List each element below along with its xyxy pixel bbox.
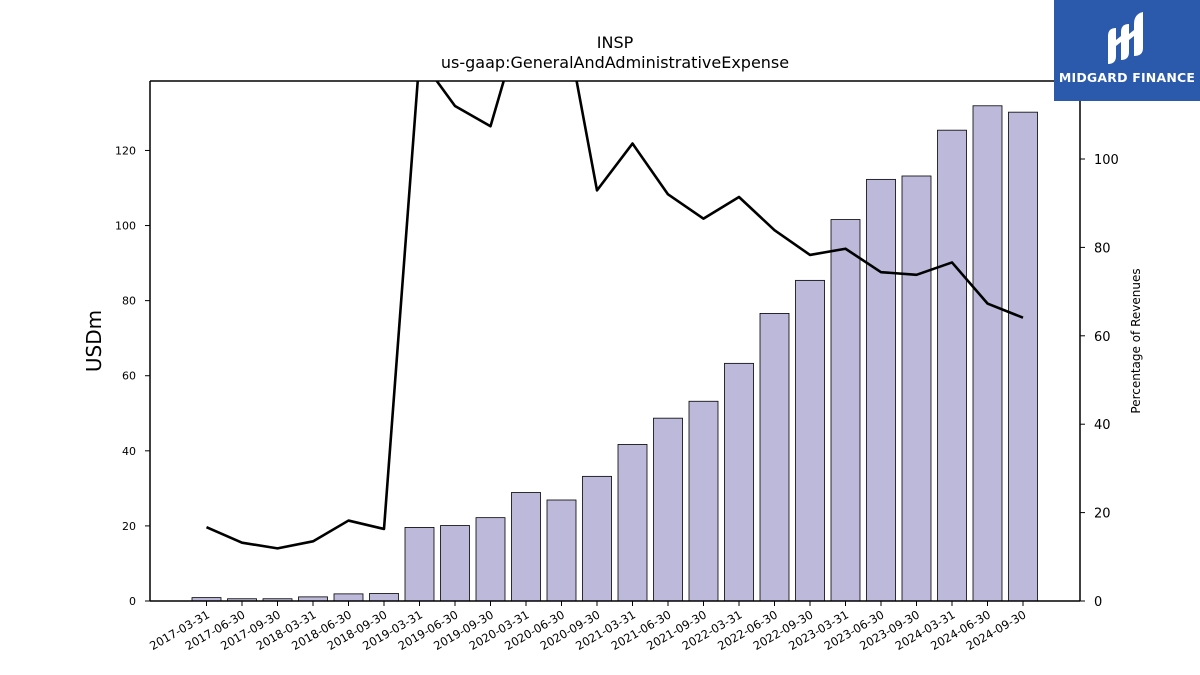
- bar-2024-06-30: [972, 105, 1003, 602]
- chart-title: INSP: [597, 33, 634, 52]
- y-tick-label: 100: [115, 220, 136, 233]
- y-tick-label: 60: [122, 370, 136, 383]
- bar-2020-06-30: [546, 499, 577, 602]
- bar-2019-09-30: [475, 517, 506, 602]
- bar-2023-03-31: [830, 219, 861, 602]
- bar-2022-06-30: [759, 312, 790, 602]
- bar-2024-03-31: [937, 129, 967, 602]
- bar-2020-09-30: [582, 475, 612, 602]
- axes-layer: 0204060801001200204060801002017-03-31201…: [115, 80, 1119, 653]
- bar-2019-03-31: [404, 527, 435, 602]
- y2-axis-label: Percentage of Revenues: [1129, 268, 1143, 413]
- y-tick-label: 120: [115, 144, 136, 157]
- y2-tick-label: 80: [1094, 241, 1111, 256]
- bar-2022-09-30: [795, 279, 825, 602]
- bar-2021-09-30: [688, 400, 719, 602]
- y2-tick-label: 100: [1094, 153, 1119, 168]
- bars-layer: [191, 105, 1038, 602]
- y2-tick-label: 0: [1094, 595, 1102, 610]
- y-tick-label: 80: [122, 295, 136, 308]
- bar-2019-06-30: [440, 525, 470, 602]
- y2-tick-label: 60: [1094, 330, 1111, 345]
- midgard-finance-logo: MIDGARD FINANCE: [1054, 0, 1200, 101]
- y-axis-label: USDm: [82, 310, 106, 372]
- bar-2021-03-31: [617, 444, 648, 602]
- y2-tick-label: 20: [1094, 507, 1111, 522]
- bar-2021-06-30: [653, 417, 683, 602]
- bar-2020-03-31: [511, 492, 541, 602]
- bar-2023-09-30: [901, 175, 932, 602]
- logo-text: MIDGARD FINANCE: [1058, 70, 1196, 85]
- y-tick-label: 20: [122, 520, 136, 533]
- bar-2022-03-31: [724, 362, 754, 602]
- y-tick-label: 0: [129, 595, 136, 608]
- bar-2023-06-30: [866, 178, 896, 602]
- y-tick-label: 40: [122, 445, 136, 458]
- y2-tick-label: 40: [1094, 418, 1111, 433]
- percentage-line: [205, 81, 1024, 550]
- chart-subtitle: us-gaap:GeneralAndAdministrativeExpense: [441, 53, 789, 72]
- bar-2018-09-30: [369, 593, 399, 602]
- midgard-logo-icon: [1108, 12, 1143, 64]
- bar-2024-09-30: [1008, 111, 1038, 602]
- line-layer: [205, 81, 1024, 550]
- bar-2018-06-30: [333, 593, 364, 602]
